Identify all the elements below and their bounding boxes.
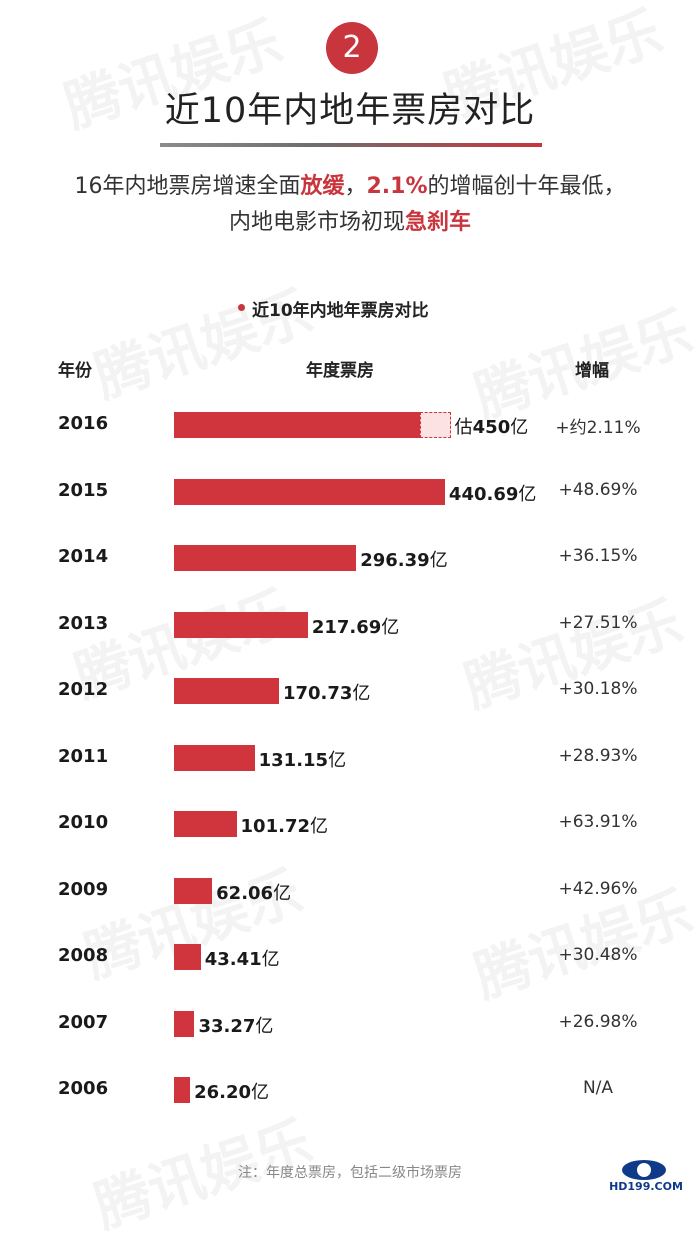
value-label: 440.69亿 bbox=[449, 480, 536, 506]
footnote: 注：年度总票房，包括二级市场票房 bbox=[238, 1165, 462, 1181]
column-header-box-office: 年度票房 bbox=[306, 361, 374, 381]
site-logo-text: HD199.COM bbox=[609, 1180, 683, 1193]
subtitle-highlight: 放缓 bbox=[300, 174, 345, 199]
subtitle-highlight: 急刹车 bbox=[405, 210, 472, 235]
value-label: 296.39亿 bbox=[360, 546, 447, 572]
subtitle-line-1: 16年内地票房增速全面放缓，2.1%的增幅创十年最低， bbox=[0, 168, 700, 200]
value-label: 170.73亿 bbox=[283, 679, 370, 705]
subtitle-text: 内地电影市场初现 bbox=[228, 210, 405, 235]
subtitle-line-2: 内地电影市场初现急刹车 bbox=[0, 204, 700, 236]
bar bbox=[174, 545, 357, 571]
bar-estimate-segment bbox=[419, 412, 451, 438]
value-number: 440.69 bbox=[448, 484, 519, 505]
watermark: 腾讯娱乐 bbox=[83, 267, 321, 413]
growth-label: +42.96% bbox=[558, 879, 638, 899]
value-label: 估450亿 bbox=[455, 413, 529, 439]
bar bbox=[174, 1077, 191, 1103]
year-label: 2012 bbox=[58, 679, 109, 700]
chart-title: 近10年内地年票房对比 bbox=[252, 301, 429, 321]
year-label: 2010 bbox=[58, 812, 109, 833]
value-number: 217.69 bbox=[311, 617, 382, 638]
value-prefix: 估 bbox=[454, 417, 473, 438]
value-unit: 亿 bbox=[381, 617, 400, 638]
value-label: 101.72亿 bbox=[241, 812, 328, 838]
value-number: 131.15 bbox=[258, 750, 329, 771]
column-header-year: 年份 bbox=[58, 361, 92, 381]
value-unit: 亿 bbox=[251, 1082, 270, 1103]
bar bbox=[174, 944, 201, 970]
value-number: 43.41 bbox=[204, 949, 262, 970]
year-label: 2015 bbox=[58, 480, 109, 501]
value-number: 33.27 bbox=[198, 1016, 256, 1037]
bar bbox=[174, 678, 279, 704]
year-label: 2013 bbox=[58, 613, 109, 634]
bar bbox=[174, 1011, 195, 1037]
year-label: 2016 bbox=[58, 413, 109, 434]
page-title: 近10年内地年票房对比 bbox=[164, 91, 536, 131]
value-number: 62.06 bbox=[216, 883, 274, 904]
year-label: 2014 bbox=[58, 546, 109, 567]
year-label: 2011 bbox=[58, 746, 109, 767]
growth-label: +36.15% bbox=[558, 546, 638, 566]
value-unit: 亿 bbox=[429, 550, 448, 571]
column-header-growth: 增幅 bbox=[575, 361, 609, 381]
site-logo-pupil-icon bbox=[637, 1163, 651, 1177]
bar bbox=[174, 412, 420, 438]
value-unit: 亿 bbox=[255, 1016, 274, 1037]
title-underline bbox=[160, 143, 542, 147]
growth-label: +30.18% bbox=[558, 679, 638, 699]
growth-label: +30.48% bbox=[558, 945, 638, 965]
subtitle-text: 16年内地票房增速全面 bbox=[74, 174, 301, 199]
value-unit: 亿 bbox=[328, 750, 347, 771]
bar bbox=[174, 479, 445, 505]
value-number: 296.39 bbox=[360, 550, 430, 571]
watermark: 腾讯娱乐 bbox=[453, 577, 691, 723]
growth-label: N/A bbox=[582, 1078, 614, 1098]
bar bbox=[174, 745, 255, 771]
bar bbox=[174, 811, 237, 837]
value-unit: 亿 bbox=[273, 883, 292, 904]
value-label: 62.06亿 bbox=[216, 879, 291, 905]
value-number: 101.72 bbox=[240, 816, 310, 837]
value-unit: 亿 bbox=[510, 417, 529, 438]
bar bbox=[174, 612, 308, 638]
growth-label: +约2.11% bbox=[555, 418, 641, 438]
value-unit: 亿 bbox=[310, 816, 328, 837]
year-label: 2006 bbox=[58, 1078, 109, 1099]
value-unit: 亿 bbox=[518, 484, 537, 505]
value-unit: 亿 bbox=[352, 683, 371, 704]
value-label: 43.41亿 bbox=[205, 945, 280, 971]
growth-label: +27.51% bbox=[558, 613, 638, 633]
subtitle-text: 的增幅创十年最低， bbox=[427, 174, 626, 199]
value-label: 131.15亿 bbox=[259, 746, 346, 772]
subtitle-text: ， bbox=[344, 174, 367, 199]
value-number: 450 bbox=[472, 417, 511, 438]
value-label: 26.20亿 bbox=[194, 1078, 269, 1104]
growth-label: +28.93% bbox=[558, 746, 638, 766]
value-label: 217.69亿 bbox=[312, 613, 399, 639]
growth-label: +63.91% bbox=[558, 812, 638, 832]
growth-label: +48.69% bbox=[558, 480, 638, 500]
section-number-badge: 2 bbox=[326, 22, 378, 74]
value-unit: 亿 bbox=[261, 949, 280, 970]
value-number: 170.73 bbox=[282, 683, 353, 704]
year-label: 2009 bbox=[58, 879, 109, 900]
value-number: 26.20 bbox=[194, 1082, 252, 1103]
watermark: 腾讯娱乐 bbox=[73, 847, 311, 993]
value-label: 33.27亿 bbox=[198, 1012, 273, 1038]
chart-title-bullet-icon bbox=[238, 304, 245, 311]
year-label: 2008 bbox=[58, 945, 109, 966]
year-label: 2007 bbox=[58, 1012, 109, 1033]
bar bbox=[174, 878, 213, 904]
subtitle-highlight: 2.1% bbox=[366, 174, 428, 199]
growth-label: +26.98% bbox=[558, 1012, 638, 1032]
